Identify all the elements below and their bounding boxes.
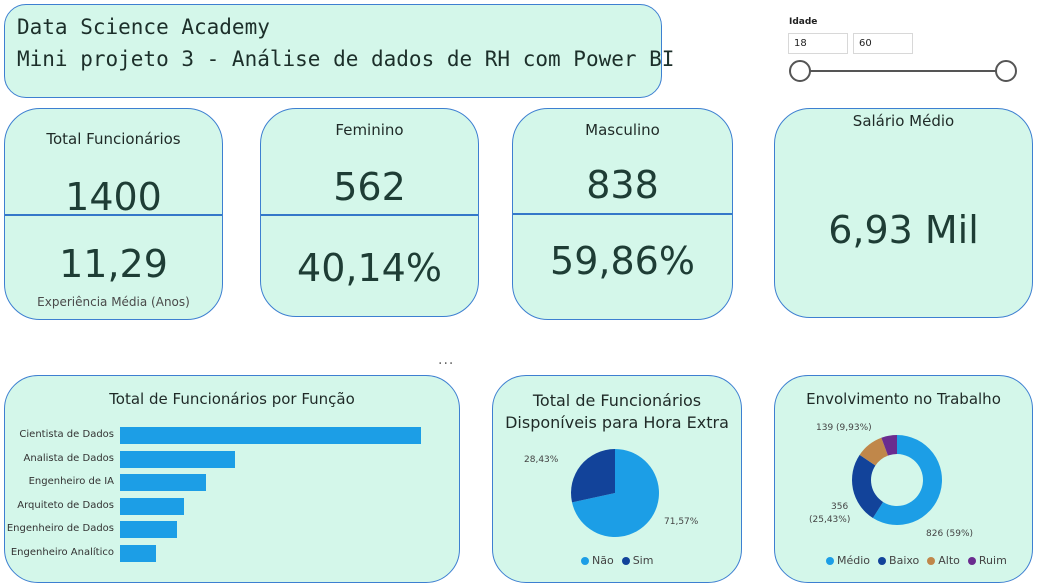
kpi-total-value: 1400	[65, 175, 162, 219]
bar-label-5: Engenheiro Analítico	[10, 546, 114, 558]
overtime-pie-card: Total de Funcionários Disponíveis para Ho…	[492, 375, 742, 583]
bar-1[interactable]	[120, 450, 235, 468]
bar-5[interactable]	[120, 544, 156, 562]
legend-dot-nao	[581, 556, 589, 565]
donut-label-alto: 139 (9,93%)	[816, 423, 872, 433]
legend-label-medio: Médio	[837, 554, 871, 567]
legend-dot-baixo	[878, 556, 887, 565]
kpi-female-value: 562	[333, 165, 406, 209]
overtime-pie-svg	[571, 449, 659, 537]
overtime-chart-title: Total de Funcionários Disponíveis para Ho…	[505, 391, 729, 432]
legend-item-alto[interactable]: Alto	[927, 554, 960, 567]
donut-label-baixo-value: 356	[831, 502, 849, 512]
dashboard-title: Data Science Academy	[17, 15, 270, 39]
kpi-experience-caption: Experiência Média (Anos)	[37, 295, 190, 309]
legend-item-sim[interactable]: Sim	[621, 554, 654, 567]
bar-label-1: Analista de Dados	[23, 452, 114, 464]
legend-label-ruim: Ruim	[978, 554, 1007, 567]
kpi-female-card: Feminino 562 40,14%	[260, 108, 479, 317]
age-max-input[interactable]: 60	[853, 33, 913, 54]
bar-4[interactable]	[120, 521, 178, 538]
bar-label-2: Engenheiro de IA	[28, 476, 114, 487]
header-card: Data Science Academy Mini projeto 3 - An…	[4, 4, 674, 98]
engagement-legend: Médio Baixo Alto Ruim	[826, 554, 1007, 567]
role-bar-chart-card: Total de Funcionários por Função Cientis…	[4, 375, 460, 583]
legend-label-sim: Sim	[632, 554, 654, 567]
legend-item-baixo[interactable]: Baixo	[878, 554, 919, 567]
bar-3[interactable]	[120, 497, 185, 515]
kpi-experience-value: 11,29	[59, 242, 168, 286]
kpi-male-percent: 59,86%	[550, 239, 695, 283]
bar-2[interactable]	[120, 474, 206, 491]
kpi-female-percent: 40,14%	[297, 246, 442, 290]
kpi-total-label: Total Funcionários	[46, 130, 181, 148]
kpi-male-card: Masculino 838 59,86%	[512, 108, 733, 320]
legend-dot-sim	[621, 556, 630, 565]
kpi-total-divider	[5, 214, 222, 216]
legend-item-medio[interactable]: Médio	[826, 554, 870, 567]
legend-label-baixo: Baixo	[889, 554, 920, 567]
engagement-slice-médio[interactable]	[872, 435, 942, 525]
kpi-male-divider	[513, 213, 732, 215]
overtime-legend: Não Sim	[581, 554, 653, 567]
overtime-slice-sim[interactable]	[571, 449, 615, 503]
kpi-male-value: 838	[586, 163, 659, 207]
age-min-input[interactable]: 18	[788, 33, 848, 54]
engagement-donut-svg	[852, 435, 942, 525]
legend-item-nao[interactable]: Não	[581, 554, 614, 567]
engagement-slice-alto[interactable]	[859, 437, 888, 466]
overtime-slice-não[interactable]	[572, 449, 659, 537]
bar-label-3: Arquiteto de Dados	[17, 499, 114, 511]
age-slider-min-handle[interactable]	[789, 60, 811, 82]
dashboard-subtitle: Mini projeto 3 - Análise de dados de RH …	[17, 47, 675, 71]
legend-dot-medio	[826, 556, 834, 565]
kpi-salary-card: Salário Médio 6,93 Mil	[774, 108, 1033, 318]
more-options-icon[interactable]: ...	[438, 352, 455, 368]
legend-dot-ruim	[967, 556, 976, 565]
donut-label-medio: 826 (59%)	[926, 529, 974, 539]
legend-item-ruim[interactable]: Ruim	[967, 554, 1007, 567]
legend-dot-alto	[927, 556, 936, 565]
age-slider-track[interactable]	[800, 70, 1006, 72]
bar-label-4: Engenheiro de Dados	[6, 523, 114, 534]
pie-label-sim: 28,43%	[524, 455, 559, 465]
kpi-salary-value: 6,93 Mil	[828, 208, 979, 252]
legend-label-alto: Alto	[938, 554, 960, 567]
engagement-slice-ruim[interactable]	[881, 435, 897, 456]
role-chart-title: Total de Funcionários por Função	[109, 390, 355, 408]
kpi-female-label: Feminino	[335, 121, 404, 139]
bar-label-0: Cientista de Dados	[19, 429, 114, 440]
kpi-total-card: Total Funcionários 1400 11,29 Experiênci…	[4, 108, 223, 320]
engagement-donut-card: Envolvimento no Trabalho 139 (9,93%) 356…	[774, 375, 1033, 583]
donut-label-baixo-percent: (25,43%)	[809, 515, 851, 525]
role-bar-plot: Cientista de Dados Analista de Dados Engen…	[5, 376, 461, 584]
engagement-chart-title: Envolvimento no Trabalho	[806, 390, 1001, 408]
legend-label-nao: Não	[592, 554, 614, 567]
pie-label-nao: 71,57%	[664, 517, 699, 527]
kpi-female-divider	[261, 214, 478, 216]
kpi-male-label: Masculino	[585, 121, 660, 139]
bar-0[interactable]	[120, 427, 421, 444]
age-slider-max-handle[interactable]	[995, 60, 1017, 82]
engagement-slice-baixo[interactable]	[852, 454, 884, 518]
age-slicer-title: Idade	[789, 17, 818, 27]
kpi-salary-label: Salário Médio	[852, 112, 955, 130]
